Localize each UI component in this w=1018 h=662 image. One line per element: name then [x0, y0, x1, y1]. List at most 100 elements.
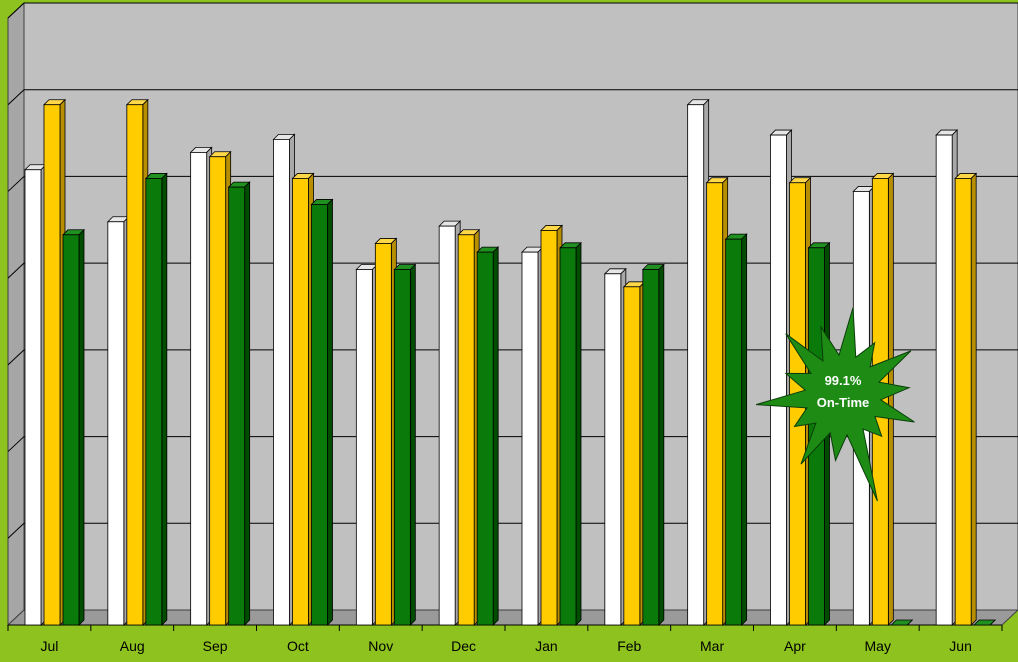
bar — [208, 150, 232, 626]
plot-walls — [6, 1, 1018, 627]
bar-front — [457, 234, 475, 626]
gridline — [7, 2, 25, 19]
bar-side — [989, 619, 996, 626]
bar-front — [476, 251, 494, 626]
bar — [144, 172, 168, 626]
bar — [438, 220, 462, 626]
bar-front — [292, 178, 309, 626]
bar — [641, 263, 665, 626]
bar — [272, 133, 296, 626]
gridline — [7, 522, 25, 539]
x-tick-label: Oct — [287, 638, 309, 654]
bar-front — [706, 182, 724, 626]
bar-side — [575, 241, 582, 626]
bar-side — [409, 263, 416, 626]
bar — [686, 98, 710, 626]
x-tick-label: Jan — [535, 638, 558, 654]
bar-front — [126, 104, 144, 626]
bar-front — [687, 104, 705, 626]
x-tick-label: May — [865, 638, 891, 654]
bar-side — [887, 172, 894, 626]
bar-front — [770, 134, 787, 626]
bar-side — [970, 172, 977, 626]
x-tick-label: Feb — [617, 638, 641, 654]
bar-front — [623, 286, 641, 626]
x-tick-label: Aug — [120, 638, 145, 654]
bar — [559, 241, 582, 626]
bar-front — [145, 178, 163, 626]
bar-front — [107, 221, 125, 626]
gridline — [7, 436, 25, 452]
bar-front — [954, 178, 972, 626]
bar — [457, 228, 481, 626]
bar — [24, 163, 47, 626]
bar-front — [540, 230, 558, 626]
bar — [355, 263, 379, 626]
gridline — [7, 349, 25, 366]
bar-front — [209, 156, 227, 626]
gridline — [7, 176, 25, 192]
bar-side — [907, 619, 913, 626]
back-wall — [23, 2, 1018, 611]
bar-front — [559, 247, 577, 626]
bar — [724, 233, 748, 626]
gridline — [7, 262, 25, 279]
bar — [540, 224, 563, 626]
callout-text-label: On-Time — [817, 395, 870, 410]
callout-value-label: 99.1% — [825, 373, 862, 388]
bar — [189, 146, 213, 626]
bar-side — [244, 181, 251, 626]
x-tick-label: Mar — [700, 638, 724, 654]
bar — [374, 237, 398, 626]
bar-front — [62, 234, 80, 626]
bar-front — [438, 225, 456, 626]
bar-front — [24, 169, 42, 626]
bar — [125, 98, 149, 626]
bar-side — [161, 172, 168, 626]
bar-front — [725, 238, 743, 626]
bar-front — [228, 186, 246, 626]
starburst-shape — [755, 307, 915, 502]
bar — [291, 172, 315, 626]
bar — [935, 129, 959, 626]
bar-front — [311, 204, 328, 626]
x-tick-label: Sep — [203, 638, 228, 654]
bar — [705, 176, 729, 626]
bar-side — [78, 228, 85, 626]
bar — [227, 181, 251, 626]
bar — [973, 619, 997, 626]
x-tick-labels: Jul Aug Sep Oct Nov Dec Jan Feb Mar Apr May Jun — [40, 638, 971, 654]
x-axis — [7, 624, 1003, 631]
bar-side — [658, 263, 665, 626]
bar — [393, 263, 417, 626]
bar-front — [642, 269, 660, 626]
gridline — [7, 89, 25, 106]
bar-front — [374, 243, 392, 626]
bar-front — [393, 269, 411, 626]
bars — [24, 98, 997, 626]
bar — [521, 246, 544, 626]
bar — [310, 198, 334, 626]
bar — [62, 228, 85, 626]
bar-front — [604, 273, 622, 626]
x-tick-label: Apr — [784, 638, 806, 654]
bar — [106, 215, 130, 626]
x-tick-label: Jul — [40, 638, 58, 654]
bar-front — [273, 138, 290, 626]
bar — [769, 129, 793, 626]
bar-front — [43, 104, 61, 626]
on-time-callout: 99.1% On-Time — [755, 307, 915, 502]
bar-side — [741, 233, 748, 626]
x-tick-label: Dec — [451, 638, 476, 654]
x-tick-label: Jun — [949, 638, 972, 654]
side-wall — [7, 1, 25, 627]
bar — [954, 172, 978, 626]
bar — [43, 98, 66, 626]
bar — [622, 280, 646, 626]
bar-front — [355, 269, 373, 626]
bar — [603, 267, 627, 626]
bar-front — [935, 134, 953, 626]
bar-front — [190, 152, 208, 626]
x-tick-label: Nov — [368, 638, 393, 654]
